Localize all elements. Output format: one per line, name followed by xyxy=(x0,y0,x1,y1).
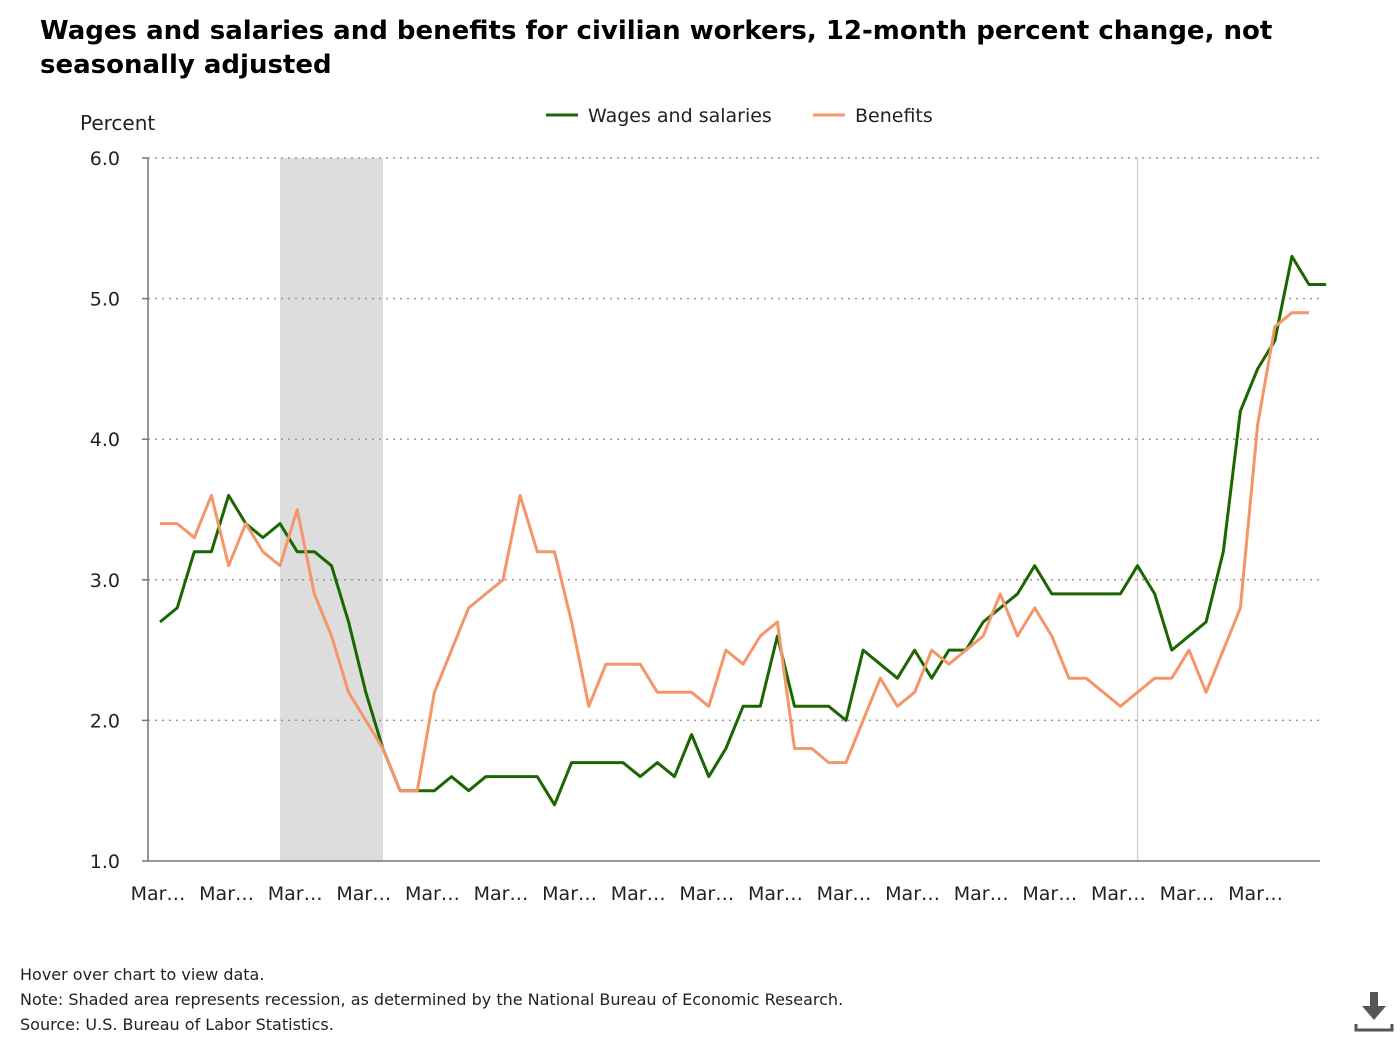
y-tick-label-1: 2.0 xyxy=(90,710,120,732)
y-axis-label: Percent xyxy=(80,111,155,135)
legend: Wages and salaries Benefits xyxy=(546,105,933,127)
y-tick-label-5: 6.0 xyxy=(90,148,120,170)
chart-title: Wages and salaries and benefits for civi… xyxy=(40,16,1273,80)
hover-hint: Hover over chart to view data. xyxy=(20,965,265,984)
x-tick-label-5: Mar… xyxy=(474,883,529,905)
x-tick-label-16: Mar… xyxy=(1228,883,1283,905)
y-tick-label-3: 4.0 xyxy=(90,429,120,451)
x-tick-label-1: Mar… xyxy=(199,883,254,905)
download-button[interactable] xyxy=(1352,990,1396,1034)
recession-note: Note: Shaded area represents recession, … xyxy=(20,990,844,1009)
x-tick-label-10: Mar… xyxy=(817,883,872,905)
recession-shading xyxy=(280,158,383,861)
series-line-0 xyxy=(159,254,1327,807)
x-tick-label-7: Mar… xyxy=(611,883,666,905)
y-tick-label-4: 5.0 xyxy=(90,289,120,311)
y-tick-label-2: 3.0 xyxy=(90,570,120,592)
x-tick-label-2: Mar… xyxy=(268,883,323,905)
line-chart[interactable]: 1.02.03.04.05.06.0 Mar… Mar… Mar… Mar… Mar… M… xyxy=(0,0,1400,940)
x-tick-label-6: Mar… xyxy=(542,883,597,905)
source-note: Source: U.S. Bureau of Labor Statistics. xyxy=(20,1015,334,1034)
x-tick-label-9: Mar… xyxy=(748,883,803,905)
download-icon xyxy=(1354,992,1394,1032)
x-tick-label-15: Mar… xyxy=(1160,883,1215,905)
legend-label-0: Wages and salaries xyxy=(588,105,772,127)
x-tick-label-8: Mar… xyxy=(679,883,734,905)
x-tick-label-13: Mar… xyxy=(1022,883,1077,905)
x-tick-label-4: Mar… xyxy=(405,883,460,905)
x-axis-ticks: Mar… Mar… Mar… Mar… Mar… Mar… Mar… Mar… Mar… Mar…… xyxy=(131,883,1283,905)
x-tick-label-14: Mar… xyxy=(1091,883,1146,905)
series-lines xyxy=(159,254,1327,807)
x-tick-label-12: Mar… xyxy=(954,883,1009,905)
legend-label-1: Benefits xyxy=(855,105,933,127)
x-tick-label-0: Mar… xyxy=(131,883,186,905)
x-tick-label-11: Mar… xyxy=(885,883,940,905)
chart-notes: Hover over chart to view data. Note: Sha… xyxy=(20,962,843,1037)
y-tick-label-0: 1.0 xyxy=(90,851,120,873)
series-line-1 xyxy=(160,311,1309,793)
recession-band xyxy=(280,158,383,861)
y-axis-ticks: 1.0 2.0 3.0 4.0 5.0 6.0 xyxy=(90,148,148,873)
x-tick-label-3: Mar… xyxy=(336,883,391,905)
